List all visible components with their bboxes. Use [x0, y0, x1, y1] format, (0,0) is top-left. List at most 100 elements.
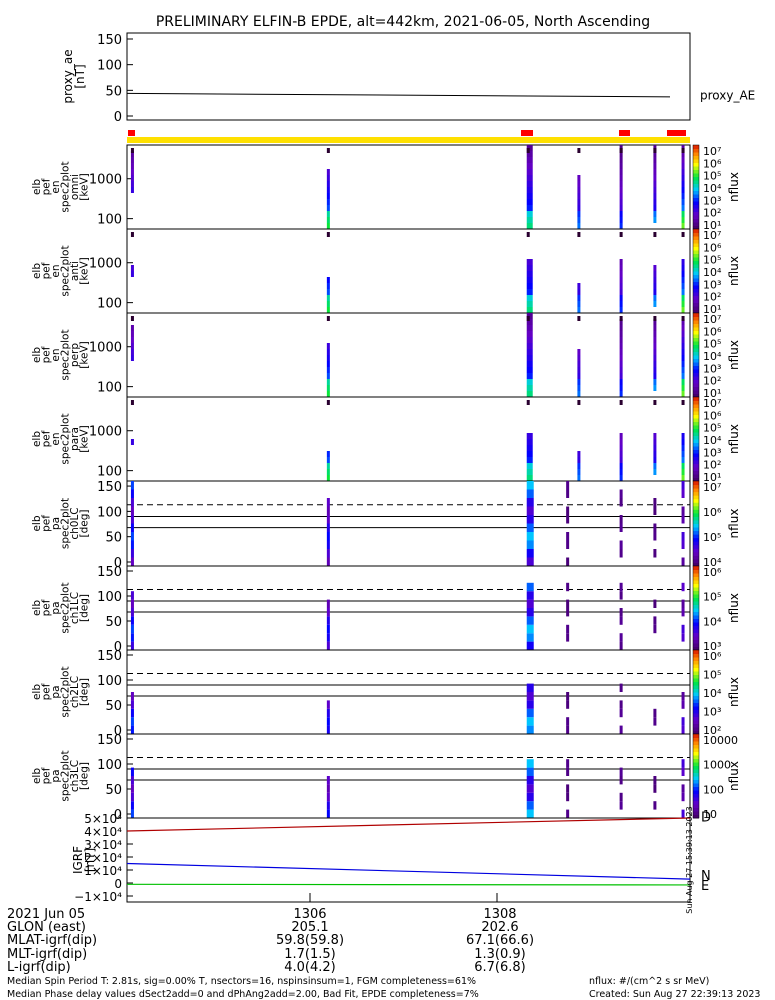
- panel-3-ylabel: [keV]: [79, 341, 91, 369]
- colorbar-segment: [693, 309, 699, 314]
- panel-3-ylabel: en: [50, 348, 62, 361]
- colorbar-segment: [693, 148, 699, 153]
- spectrogram-cell: [577, 199, 581, 205]
- panel-5-ytick: 0: [114, 556, 122, 571]
- spectrogram-cell: [526, 776, 534, 785]
- panel-7-ylabel: pef: [41, 683, 53, 700]
- spectrogram-cell: [526, 582, 534, 592]
- colorbar-segment: [693, 274, 699, 279]
- spectrogram-cell: [653, 187, 657, 193]
- spectrogram-cell: [653, 157, 657, 163]
- spectrogram-cell: [619, 316, 623, 321]
- spectrogram-cell: [526, 481, 534, 490]
- spectrogram-cell: [526, 767, 534, 776]
- panel-0-ytick: 0: [114, 110, 122, 125]
- spectrogram-cell: [526, 232, 530, 237]
- spectrogram-cell: [653, 148, 657, 153]
- colorbar-segment: [693, 358, 699, 363]
- panel-0-ylabel: [nT]: [73, 64, 87, 88]
- colorbar-segment: [693, 804, 699, 808]
- panel-4-ytick: 100: [97, 465, 122, 480]
- colorbar-segment: [693, 758, 699, 763]
- spectrogram-cell: [577, 301, 581, 307]
- panel-0-ytick: 150: [97, 33, 122, 48]
- spectrogram-cell: [526, 163, 533, 169]
- spectrogram-cell: [681, 283, 685, 289]
- colorbar-segment: [693, 576, 699, 581]
- panel-3-ytick: 100: [97, 381, 122, 396]
- igrf-line-D: [126, 817, 691, 832]
- colorbar-tick: 10³: [703, 640, 721, 653]
- colorbar-segment: [693, 369, 699, 373]
- panel-6-ytick: 100: [97, 590, 122, 605]
- colorbar-tick: 10³: [703, 706, 721, 719]
- spectrogram-cell: [681, 343, 685, 349]
- colorbar-segment: [693, 790, 699, 794]
- spectrogram-cell: [577, 187, 581, 193]
- spectrogram-cell: [526, 199, 533, 205]
- spectrogram-cell: [653, 316, 657, 321]
- spectrogram-cell: [130, 540, 134, 549]
- colorbar-segment: [693, 481, 699, 486]
- spectrogram-cell: [619, 337, 623, 343]
- colorbar-segment: [693, 250, 699, 254]
- colorbar-segment: [693, 236, 699, 240]
- colorbar-tick: 10⁷: [703, 145, 721, 158]
- spectrogram-cell: [681, 187, 685, 193]
- colorbar-tick: 10²: [703, 375, 721, 388]
- colorbar-tick: 10²: [703, 207, 721, 220]
- colorbar-segment: [693, 187, 699, 191]
- spectrogram-cell: [326, 361, 330, 367]
- spectrogram-cell: [681, 439, 685, 445]
- panel-2-ylabel: anti: [69, 261, 81, 281]
- panel-8-ytick: 0: [114, 808, 122, 823]
- colorbar-segment: [693, 432, 699, 436]
- spectrogram-cell: [619, 498, 623, 507]
- spectrogram-cell: [130, 801, 134, 810]
- spectrogram-cell: [619, 157, 623, 163]
- spectrogram-cell: [526, 277, 533, 283]
- spectrogram-cell: [653, 433, 657, 439]
- colorbar-segment: [693, 583, 699, 588]
- spectrogram-cell: [566, 540, 570, 549]
- spectrogram-cell: [130, 163, 134, 169]
- panel-9-ylabel: [nT]: [83, 848, 97, 872]
- colorbar-segment: [693, 190, 699, 195]
- colorbar-segment: [693, 285, 699, 289]
- footer-row-label: 2021 Jun 05: [7, 907, 86, 922]
- spectrogram-cell: [526, 475, 533, 481]
- colorbar-segment: [693, 491, 699, 496]
- spectrogram-cell: [653, 337, 657, 343]
- spectrogram-cell: [130, 148, 134, 153]
- side-timestamp: Sun Aug 27 15:39:13 2023: [685, 806, 694, 913]
- colorbar-tick: 10⁶: [703, 157, 722, 170]
- footer-row-value: 1306: [293, 907, 327, 922]
- spectrogram-cell: [653, 349, 657, 355]
- spectrogram-cell: [577, 295, 581, 301]
- colorbar-segment: [693, 793, 699, 798]
- colorbar-segment: [693, 257, 699, 261]
- colorbar-segment: [693, 337, 699, 342]
- spectrogram-cell: [681, 809, 685, 818]
- event-marker: [521, 130, 533, 136]
- spectrogram-cell: [526, 557, 534, 566]
- colorbar-tick: 10⁶: [703, 409, 722, 422]
- spectrogram-cell: [681, 199, 685, 205]
- spectrogram-cell: [681, 175, 685, 181]
- spectrogram-cell: [130, 157, 134, 163]
- igrf-legend-D: D: [701, 810, 711, 825]
- colorbar-segment: [693, 594, 699, 598]
- spectrogram-cell: [326, 343, 330, 349]
- spectrogram-cell: [619, 469, 623, 475]
- spectrogram-cell: [619, 307, 623, 313]
- spectrogram-cell: [326, 211, 330, 217]
- colorbar-segment: [693, 498, 699, 503]
- colorbar-segment: [693, 176, 699, 181]
- spectrogram-cell: [526, 307, 533, 313]
- spectrogram-cell: [653, 801, 657, 810]
- spectrogram-cell: [619, 301, 623, 307]
- spectrogram-cell: [653, 355, 657, 361]
- spectrogram-cell: [653, 457, 657, 463]
- colorbar-segment: [693, 671, 699, 675]
